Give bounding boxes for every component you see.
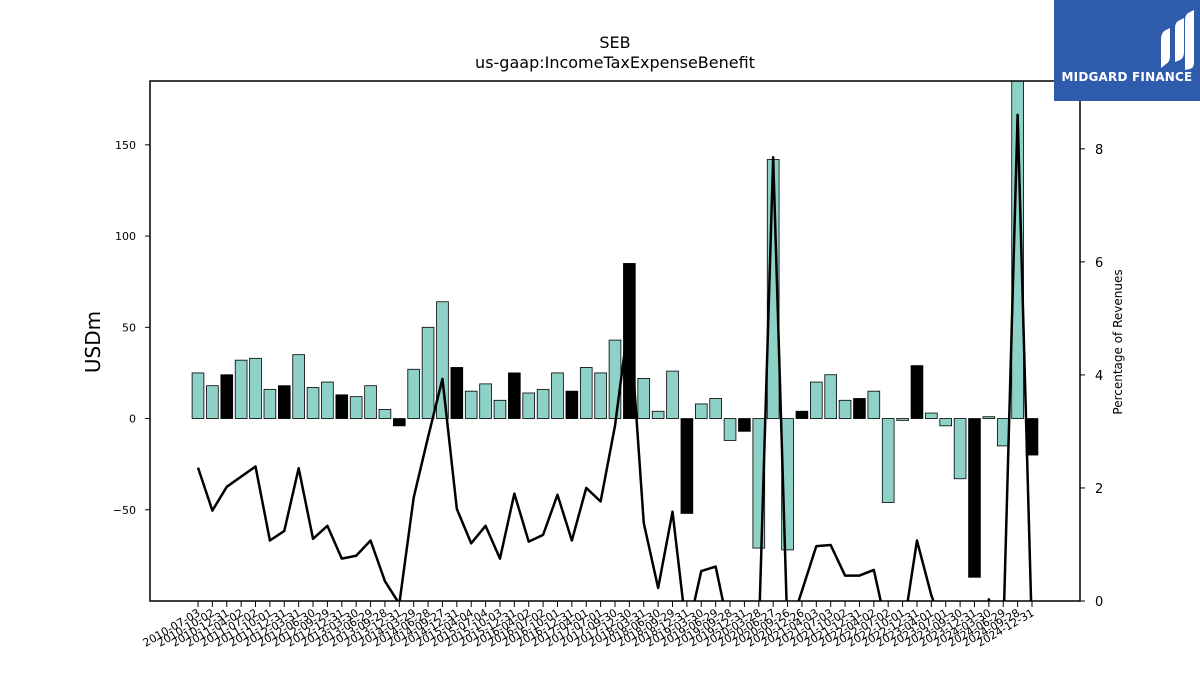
bar [838,399,852,419]
bar [191,372,205,419]
bars-layer [191,81,1039,578]
bar [1011,81,1024,419]
bar [853,398,866,419]
y-axis-label: USDm [81,311,105,373]
bar [536,388,550,419]
bar [680,418,694,514]
line-series [196,113,1033,601]
bar [651,410,665,419]
y-tick-label: 150 [115,139,136,152]
y-tick-label: 0 [129,413,136,426]
bar [594,372,607,419]
bar [292,354,305,419]
bar [968,418,981,578]
bar [608,339,622,419]
bar [249,357,262,419]
bar [953,418,967,480]
bar [508,372,521,419]
bar [752,418,766,549]
bar [939,418,953,427]
bar [450,367,464,419]
bar [436,301,449,419]
bar [867,390,881,419]
line-layer [196,113,1033,601]
bar [393,418,406,427]
bar [493,399,507,419]
bar [321,381,334,419]
logo-text: MIDGARD FINANCE [1061,70,1193,84]
bar [694,403,708,419]
bar [709,398,722,419]
y-right-tick-label: 0 [1095,595,1103,610]
bar [220,374,234,419]
axes-layer: −50050100150024682010-07-032010-10-02201… [113,80,1103,650]
bar [881,418,895,503]
y-tick-label: 100 [115,230,136,243]
y-right-tick-label: 4 [1095,369,1103,384]
bar [263,388,277,419]
bar [479,383,492,419]
bar [407,368,420,419]
bar [378,409,392,419]
chart-title: SEB [599,33,630,52]
y-right-tick-label: 8 [1095,143,1103,158]
y-right-tick-label: 2 [1095,482,1103,497]
bar [896,418,909,421]
bar [637,377,651,419]
bar [723,418,737,441]
bar [579,367,593,419]
chart-subtitle: us-gaap:IncomeTaxExpenseBenefit [475,53,755,72]
bar [824,374,837,419]
bar [421,326,435,419]
bar [349,396,363,419]
bar [666,370,679,419]
bar [781,418,794,551]
bar [565,390,579,419]
bar [982,416,996,419]
bar [306,387,320,419]
bar [551,372,564,419]
bar [364,385,377,419]
bar [277,385,291,419]
bar [234,359,248,419]
bar [925,412,938,419]
logo-mark-icon [1161,10,1194,70]
bar [810,381,823,419]
y-tick-label: 50 [122,321,136,334]
bar [795,410,809,419]
bar [206,385,219,419]
brand-logo: MIDGARD FINANCE [1054,0,1200,101]
y-right-tick-label: 6 [1095,256,1103,271]
bar [464,390,478,419]
bar [910,365,924,419]
y-tick-label: −50 [113,504,136,517]
bar [522,392,536,419]
bar [738,418,751,432]
bar [623,263,636,419]
y-axis-right-label: Percentage of Revenues [1111,269,1125,414]
bar [335,394,349,419]
